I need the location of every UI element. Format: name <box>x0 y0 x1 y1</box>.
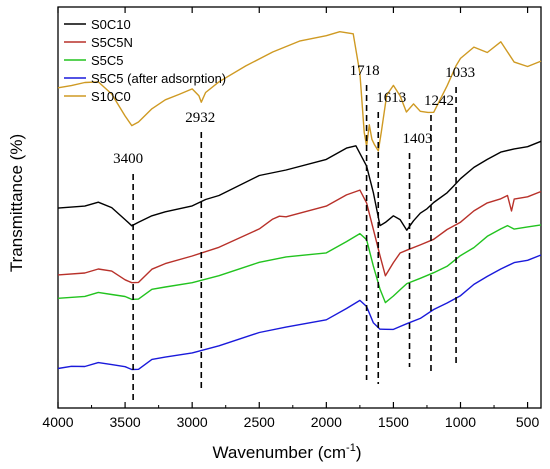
x-tick-label-2000: 2000 <box>311 414 342 430</box>
x-tick-label-2500: 2500 <box>244 414 275 430</box>
peak-label-2932: 2932 <box>185 110 215 126</box>
peak-label-1403: 1403 <box>403 131 433 147</box>
x-axis-ticks: 4000 3500 3000 2500 2000 1500 1000 500 <box>42 7 539 430</box>
y-axis-title: Transmittance (%) <box>7 134 26 272</box>
series-line-2 <box>57 189 542 284</box>
series-layer <box>57 31 542 371</box>
peak-label-3400: 3400 <box>113 151 143 167</box>
legend-label-4: S5C5 (after adsorption) <box>91 71 226 86</box>
x-axis-title: Wavenumber (cm-1) <box>213 442 362 462</box>
peak-label-1613: 1613 <box>376 90 406 106</box>
x-tick-label-1500: 1500 <box>378 414 409 430</box>
legend-label-5: S10C0 <box>91 89 131 104</box>
x-tick-label-3000: 3000 <box>177 414 208 430</box>
peak-label-1718: 1718 <box>350 63 380 79</box>
legend-label-3: S5C5 <box>91 53 124 68</box>
series-line-1 <box>57 140 542 231</box>
x-tick-label-3500: 3500 <box>110 414 141 430</box>
peak-markers: 3400 2932 1718 1613 1403 1242 1033 <box>113 63 475 400</box>
series-line-5 <box>57 31 542 152</box>
legend: S0C10 S5C5N S5C5 S5C5 (after adsorption) S10… <box>64 17 226 104</box>
legend-label-2: S5C5N <box>91 35 133 50</box>
x-tick-label-4000: 4000 <box>42 414 73 430</box>
series-line-3 <box>57 224 542 304</box>
series-line-4 <box>57 254 542 371</box>
peak-label-1242: 1242 <box>424 93 454 109</box>
legend-label-1: S0C10 <box>91 17 131 32</box>
x-tick-label-500: 500 <box>516 414 540 430</box>
x-tick-label-1000: 1000 <box>445 414 476 430</box>
peak-label-1033: 1033 <box>445 65 475 81</box>
